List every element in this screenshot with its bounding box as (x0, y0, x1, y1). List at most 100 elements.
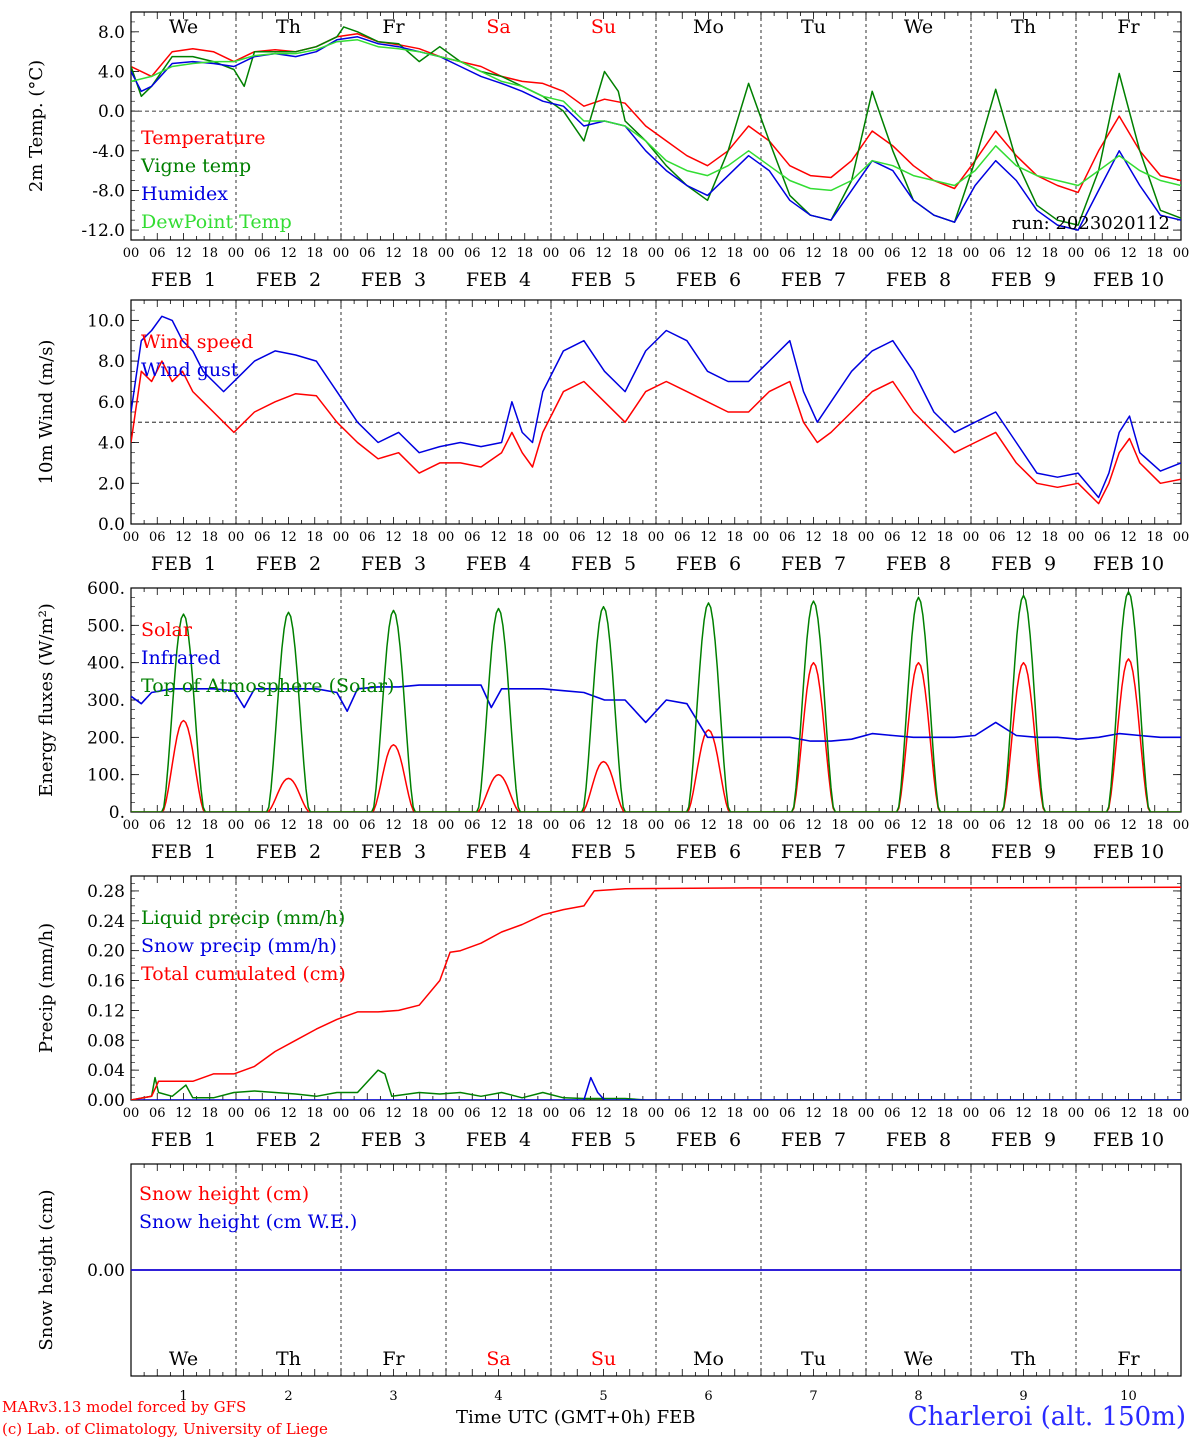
series-wind-gust (131, 315, 1181, 499)
hour-tick-label: 06 (1094, 530, 1111, 545)
weekday-label: Sa (486, 16, 510, 38)
hour-tick-label: 06 (1094, 246, 1111, 261)
hour-tick-label: 00 (228, 530, 245, 545)
day-number: 8 (914, 1389, 922, 1404)
hour-tick-label: 18 (726, 530, 743, 545)
hour-tick-label: 18 (411, 1106, 428, 1121)
hour-tick-label: 00 (648, 818, 665, 833)
hour-tick-label: 18 (1041, 530, 1058, 545)
hour-tick-label: 00 (1068, 818, 1085, 833)
hour-tick-label: 00 (228, 818, 245, 833)
legend-entry: Snow height (cm) (139, 1183, 309, 1205)
hour-tick-label: 18 (201, 818, 218, 833)
hour-tick-label: 18 (936, 818, 953, 833)
hour-tick-label: 06 (779, 530, 796, 545)
hour-tick-label: 06 (359, 1106, 376, 1121)
hour-tick-label: 00 (123, 818, 140, 833)
hour-tick-label: 00 (543, 246, 560, 261)
y-axis-label: Snow height (cm) (36, 1189, 57, 1350)
weekday-label: We (904, 1348, 933, 1370)
legend-entry: Vigne temp (140, 155, 251, 177)
y-tick-label: 0. (109, 803, 125, 823)
hour-tick-label: 12 (1015, 1106, 1032, 1121)
hour-tick-label: 00 (1173, 818, 1190, 833)
date-label: FEB 1 (151, 1129, 216, 1151)
hour-tick-label: 00 (1068, 530, 1085, 545)
hour-tick-label: 12 (805, 246, 822, 261)
hour-tick-label: 18 (516, 246, 533, 261)
date-label: FEB 8 (886, 553, 951, 575)
hour-tick-label: 18 (1041, 246, 1058, 261)
y-tick-label: 100. (87, 766, 125, 786)
day-number: 2 (284, 1389, 292, 1404)
hour-tick-label: 06 (464, 246, 481, 261)
date-label: FEB 4 (466, 553, 531, 575)
hour-tick-label: 00 (543, 1106, 560, 1121)
date-label: FEB 6 (676, 1129, 741, 1151)
date-label: FEB 10 (1093, 553, 1164, 575)
hour-tick-label: 12 (700, 818, 717, 833)
hour-tick-label: 18 (726, 246, 743, 261)
hour-tick-label: 06 (149, 246, 166, 261)
day-number: 10 (1120, 1389, 1137, 1404)
hour-tick-label: 06 (149, 530, 166, 545)
hour-tick-label: 12 (490, 246, 507, 261)
hour-tick-label: 06 (989, 530, 1006, 545)
date-label: FEB 1 (151, 553, 216, 575)
hour-tick-label: 12 (700, 530, 717, 545)
hour-tick-label: 06 (149, 818, 166, 833)
hour-tick-label: 18 (201, 246, 218, 261)
hour-tick-label: 12 (385, 1106, 402, 1121)
hour-tick-label: 18 (726, 818, 743, 833)
weekday-label: We (169, 1348, 198, 1370)
hour-tick-label: 06 (674, 530, 691, 545)
date-label: FEB 8 (886, 1129, 951, 1151)
date-label: FEB 2 (256, 269, 321, 291)
y-axis-label: Precip (mm/h) (36, 923, 57, 1053)
hour-tick-label: 06 (359, 530, 376, 545)
hour-tick-label: 12 (1015, 530, 1032, 545)
hour-tick-label: 00 (123, 1106, 140, 1121)
weekday-label: Su (591, 16, 616, 38)
series-group (131, 886, 1181, 1100)
y-tick-label: -8.0 (92, 181, 125, 201)
weekday-label: Th (276, 16, 301, 38)
hour-tick-label: 00 (753, 246, 770, 261)
date-label: FEB 10 (1093, 1129, 1164, 1151)
hour-tick-label: 06 (884, 1106, 901, 1121)
hour-tick-label: 18 (516, 818, 533, 833)
legend-entry: Total cumulated (cm) (141, 963, 346, 985)
date-label: FEB 10 (1093, 269, 1164, 291)
weekday-label: Tu (801, 16, 826, 38)
hour-tick-label: 12 (910, 246, 927, 261)
hour-tick-label: 00 (648, 530, 665, 545)
y-tick-label: 0.08 (87, 1031, 125, 1051)
legend-entry: Infrared (141, 647, 221, 669)
date-label: FEB 3 (361, 553, 426, 575)
hour-tick-label: 06 (779, 818, 796, 833)
hour-tick-label: 06 (464, 530, 481, 545)
hour-tick-label: 12 (175, 1106, 192, 1121)
weekday-label: Fr (1117, 1348, 1140, 1370)
hour-tick-label: 00 (858, 246, 875, 261)
legend-entry: Snow precip (mm/h) (141, 935, 337, 957)
hour-tick-label: 06 (254, 530, 271, 545)
hour-tick-label: 12 (910, 818, 927, 833)
hour-tick-label: 00 (438, 246, 455, 261)
date-label: FEB 1 (151, 269, 216, 291)
date-label: FEB 10 (1093, 841, 1164, 863)
hour-tick-label: 06 (569, 246, 586, 261)
hour-tick-label: 00 (123, 530, 140, 545)
legend-entry: Top of Atmosphere (Solar) (141, 675, 394, 697)
station-title: Charleroi (alt. 150m) (907, 1402, 1186, 1432)
hour-tick-label: 18 (306, 818, 323, 833)
hour-tick-label: 12 (490, 530, 507, 545)
weekday-label: Fr (382, 1348, 405, 1370)
hour-tick-label: 06 (254, 246, 271, 261)
y-tick-label: 0.16 (87, 972, 125, 992)
hour-tick-label: 18 (306, 1106, 323, 1121)
hour-tick-label: 06 (464, 818, 481, 833)
date-label: FEB 9 (991, 841, 1056, 863)
hour-tick-label: 00 (543, 818, 560, 833)
day-number: 7 (809, 1389, 817, 1404)
